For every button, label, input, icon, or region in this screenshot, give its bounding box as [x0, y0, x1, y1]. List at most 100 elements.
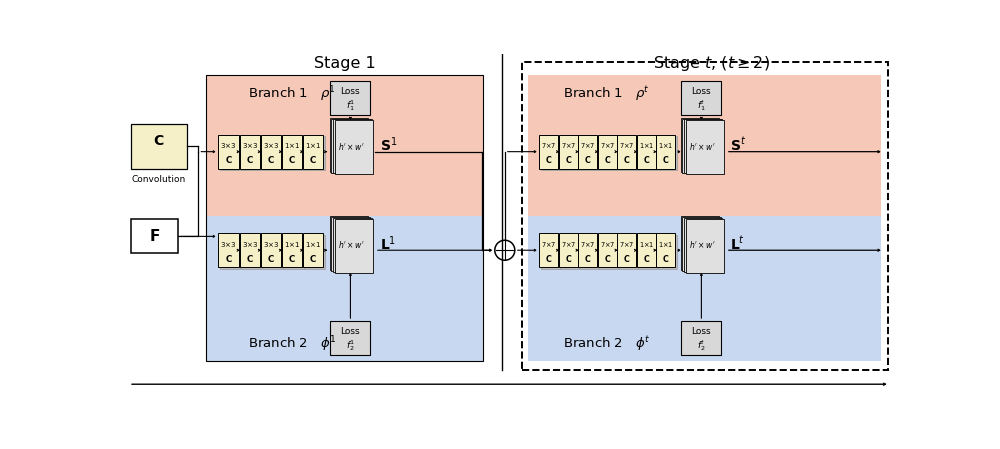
Text: $\mathbf{C}$: $\mathbf{C}$ — [246, 252, 254, 264]
Bar — [303, 233, 323, 267]
Text: $3{\times}3$: $3{\times}3$ — [220, 240, 237, 249]
Bar — [241, 136, 261, 170]
Text: $7{\times}7$: $7{\times}7$ — [580, 141, 596, 150]
Text: Loss: Loss — [692, 87, 711, 96]
Text: $\mathbf{C}$: $\mathbf{C}$ — [288, 154, 296, 165]
Bar — [560, 136, 579, 170]
Bar — [331, 217, 370, 271]
Bar — [218, 135, 239, 169]
Bar — [619, 235, 638, 269]
Bar — [220, 235, 240, 269]
Text: $h'\times w'$: $h'\times w'$ — [689, 141, 716, 151]
Bar — [681, 321, 721, 355]
Bar — [559, 233, 578, 267]
Text: $\mathbf{S}^t$: $\mathbf{S}^t$ — [730, 136, 746, 154]
Bar — [131, 220, 178, 253]
Bar — [681, 118, 719, 172]
Bar — [240, 135, 260, 169]
Text: $\mathbf{C}$: $\mathbf{C}$ — [267, 252, 275, 264]
Text: Branch 1   $\rho^1$: Branch 1 $\rho^1$ — [248, 84, 336, 104]
Text: Stage 1: Stage 1 — [314, 57, 376, 71]
Text: $\mathbf{C}$: $\mathbf{C}$ — [545, 154, 553, 165]
Text: $7{\times}7$: $7{\times}7$ — [600, 141, 615, 150]
Bar — [206, 75, 483, 361]
Bar — [638, 235, 657, 269]
Bar — [330, 118, 368, 172]
Text: Loss: Loss — [692, 327, 711, 336]
Bar — [330, 216, 368, 270]
Text: $\mathbf{C}$: $\mathbf{C}$ — [643, 252, 650, 264]
Bar — [658, 136, 677, 170]
Text: $7{\times}7$: $7{\times}7$ — [541, 240, 557, 249]
Bar — [598, 233, 617, 267]
Bar — [656, 135, 675, 169]
Bar — [241, 235, 261, 269]
Text: Loss: Loss — [341, 327, 360, 336]
Text: $3{\times}3$: $3{\times}3$ — [220, 141, 237, 150]
Text: $\mathbf{C}$: $\mathbf{C}$ — [604, 154, 611, 165]
Bar — [528, 216, 881, 361]
Text: $f_2^1$: $f_2^1$ — [346, 338, 355, 353]
Text: $1{\times}1$: $1{\times}1$ — [639, 240, 654, 249]
Bar — [331, 119, 370, 172]
Text: $1{\times}1$: $1{\times}1$ — [284, 141, 300, 150]
Bar — [541, 235, 560, 269]
Text: $3{\times}3$: $3{\times}3$ — [242, 141, 258, 150]
Bar — [304, 235, 325, 269]
Bar — [522, 62, 888, 370]
Bar — [283, 136, 304, 170]
Text: $f_2^t$: $f_2^t$ — [697, 338, 706, 353]
Bar — [637, 135, 656, 169]
Text: $\mathbf{C}$: $\mathbf{C}$ — [623, 154, 630, 165]
Bar — [681, 216, 719, 270]
Text: $3{\times}3$: $3{\times}3$ — [242, 240, 258, 249]
Bar — [262, 136, 283, 170]
Text: $f_1^1$: $f_1^1$ — [346, 98, 355, 113]
Bar — [541, 136, 560, 170]
Text: $h'\times w'$: $h'\times w'$ — [338, 239, 365, 250]
Bar — [240, 233, 260, 267]
Text: $\mathbf{C}$: $\mathbf{C}$ — [309, 154, 317, 165]
Text: $\mathbf{C}$: $\mathbf{C}$ — [267, 154, 275, 165]
Bar — [283, 235, 304, 269]
Text: $7{\times}7$: $7{\times}7$ — [561, 141, 576, 150]
Bar — [333, 218, 372, 272]
Text: $\mathbf{L}^1$: $\mathbf{L}^1$ — [380, 234, 396, 253]
Bar — [578, 233, 597, 267]
Text: $\mathbf{C}$: $\mathbf{C}$ — [309, 252, 317, 264]
Text: $f_1^t$: $f_1^t$ — [697, 98, 706, 113]
Text: $1{\times}1$: $1{\times}1$ — [658, 141, 673, 150]
Bar — [262, 235, 283, 269]
Bar — [684, 218, 722, 272]
Bar — [637, 233, 656, 267]
Text: $1{\times}1$: $1{\times}1$ — [658, 240, 673, 249]
Text: $\mathbf{C}$: $\mathbf{C}$ — [604, 252, 611, 264]
Text: $7{\times}7$: $7{\times}7$ — [619, 240, 635, 249]
Text: $3{\times}3$: $3{\times}3$ — [263, 240, 279, 249]
Text: $h'\times w'$: $h'\times w'$ — [338, 141, 365, 151]
Text: $\mathbf{C}$: $\mathbf{C}$ — [584, 252, 592, 264]
Bar — [658, 235, 677, 269]
Text: $\mathbf{C}$: $\mathbf{C}$ — [662, 252, 669, 264]
Bar — [682, 119, 721, 172]
Bar — [578, 135, 597, 169]
Bar — [560, 235, 579, 269]
Bar — [580, 235, 599, 269]
Text: Branch 2   $\phi^t$: Branch 2 $\phi^t$ — [563, 335, 650, 353]
Bar — [599, 235, 618, 269]
Bar — [131, 124, 187, 169]
Bar — [330, 81, 370, 114]
Text: $\mathbf{C}$: $\mathbf{C}$ — [565, 252, 572, 264]
Bar — [686, 219, 724, 273]
Text: $1{\times}1$: $1{\times}1$ — [305, 240, 321, 249]
Text: $7{\times}7$: $7{\times}7$ — [600, 240, 615, 249]
Text: $\mathbf{C}$: $\mathbf{C}$ — [225, 252, 232, 264]
Bar — [681, 81, 721, 114]
Text: Loss: Loss — [341, 87, 360, 96]
Bar — [206, 75, 483, 216]
Bar — [261, 135, 281, 169]
Text: $1{\times}1$: $1{\times}1$ — [284, 240, 300, 249]
Text: $\mathbf{C}$: $\mathbf{C}$ — [643, 154, 650, 165]
Text: $\mathbf{C}$: $\mathbf{C}$ — [288, 252, 296, 264]
Bar — [682, 217, 721, 271]
